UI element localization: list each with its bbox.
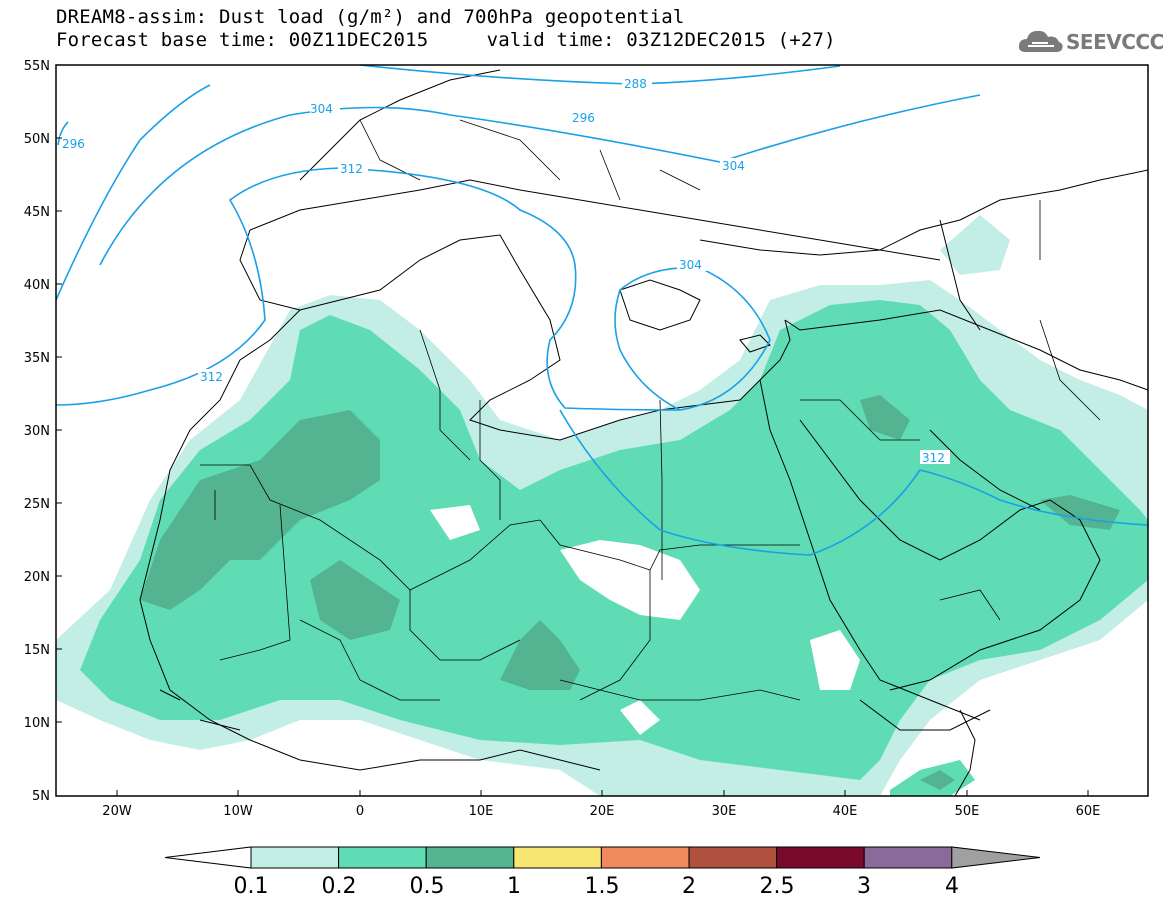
- legend-swatch: [688, 846, 778, 869]
- legend-label: 1.5: [585, 874, 620, 899]
- contour-label-296-west: 296: [62, 137, 85, 151]
- legend-swatch: [513, 846, 602, 869]
- contour-label-312-west: 312: [200, 370, 223, 384]
- legend-swatch: [250, 846, 340, 869]
- legend-swatch: [600, 846, 690, 869]
- lat-label: 50N: [24, 132, 50, 147]
- lat-label: 20N: [24, 570, 50, 585]
- logo-text: SEEVCCC: [1066, 30, 1164, 54]
- lon-label: 20E: [590, 804, 615, 819]
- seevccc-logo: SEEVCCC: [1018, 26, 1164, 60]
- lat-label: 15N: [24, 643, 50, 658]
- legend-label: 2.5: [760, 874, 795, 899]
- dust-clear-areas: [430, 505, 860, 735]
- lat-label: 45N: [24, 205, 50, 220]
- lat-label: 35N: [24, 351, 50, 366]
- lon-label: 0: [356, 804, 364, 819]
- legend-arrow-low: [164, 846, 252, 869]
- lon-label: 10E: [469, 804, 494, 819]
- legend-label: 0.1: [234, 874, 269, 899]
- contour-labels: 288 296 304 312 296 304 312 304 312: [60, 76, 950, 465]
- lon-label: 30E: [712, 804, 737, 819]
- legend-label: 0.2: [322, 874, 357, 899]
- contour-label-296-east: 296: [572, 111, 595, 125]
- longitude-labels: 20W 10W 0 10E 20E 30E 40E 50E 60E: [102, 804, 1100, 819]
- chart-title-line1: DREAM8-assim: Dust load (g/m²) and 700hP…: [56, 6, 685, 28]
- contour-label-288: 288: [624, 77, 647, 91]
- lat-label: 55N: [24, 59, 50, 74]
- legend-swatch: [776, 846, 865, 869]
- legend-labels: 0.1 0.2 0.5 1 1.5 2 2.5 3 4: [234, 874, 960, 899]
- legend-swatch: [863, 846, 953, 869]
- latitude-labels: 55N 50N 45N 40N 35N 30N 25N 20N 15N 10N …: [24, 59, 50, 804]
- legend-swatch: [425, 846, 515, 869]
- dust-layer-0.5: [140, 395, 1120, 790]
- contour-label-304-aegean: 304: [679, 258, 702, 272]
- lon-label: 20W: [102, 804, 132, 819]
- chart-title-line2: Forecast base time: 00Z11DEC2015 valid t…: [56, 29, 836, 51]
- legend-label: 1: [507, 874, 521, 899]
- legend-label: 2: [682, 874, 696, 899]
- axis-ticks: [56, 137, 1089, 796]
- legend-swatches: [164, 846, 1041, 869]
- legend-swatch: [338, 846, 427, 869]
- legend-label: 3: [857, 874, 871, 899]
- lat-label: 30N: [24, 424, 50, 439]
- lon-label: 10W: [223, 804, 253, 819]
- borders: [200, 119, 1101, 701]
- contour-label-312-arabia: 312: [922, 451, 945, 465]
- cloud-icon: [1018, 30, 1063, 52]
- contour-label-312-north: 312: [340, 162, 363, 176]
- contour-label-304-west: 304: [310, 102, 333, 116]
- lat-label: 10N: [24, 716, 50, 731]
- lon-label: 50E: [955, 804, 980, 819]
- coastlines: [139, 69, 1148, 796]
- lat-label: 40N: [24, 278, 50, 293]
- contour-label-304-east: 304: [722, 159, 745, 173]
- lon-label: 40E: [833, 804, 858, 819]
- lon-label: 60E: [1076, 804, 1101, 819]
- legend-label: 4: [945, 874, 959, 899]
- legend-arrow-high: [951, 846, 1041, 869]
- lat-label: 25N: [24, 497, 50, 512]
- lat-label: 5N: [32, 789, 50, 804]
- legend-label: 0.5: [410, 874, 445, 899]
